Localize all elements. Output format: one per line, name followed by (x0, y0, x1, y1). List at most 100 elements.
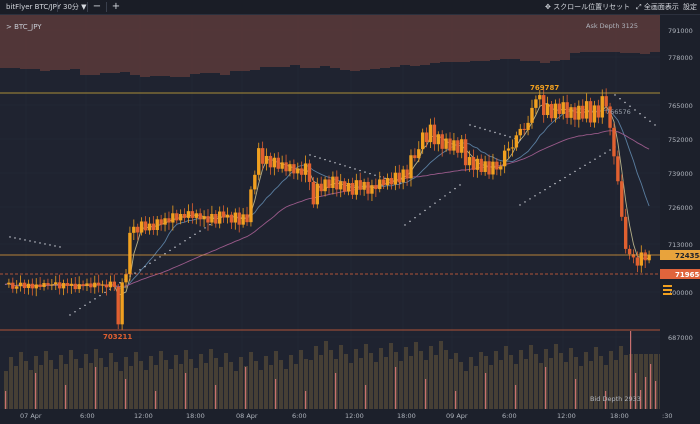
candle-body (89, 283, 93, 288)
sar-dot (569, 173, 571, 176)
ask-depth-bar (320, 15, 330, 66)
scroll-reset-button[interactable]: ✥ スクロール位置リセット (545, 3, 631, 11)
candle-body (514, 135, 519, 148)
time-axis[interactable] (0, 409, 660, 422)
candle-body (7, 282, 11, 285)
candle-body (182, 213, 187, 218)
candle-body (210, 213, 214, 223)
sar-dot (424, 209, 426, 212)
sar-dot (574, 170, 576, 173)
candle-body (370, 185, 374, 194)
pair-label: > BTC_JPY (6, 23, 42, 31)
ask-depth-bar (50, 15, 60, 70)
volume-bar (179, 364, 183, 409)
volume-bar (284, 369, 288, 409)
candle-body (491, 161, 495, 175)
sar-dot (619, 98, 621, 100)
sar-dot (364, 171, 366, 173)
candle-body (96, 282, 101, 286)
candle-body (73, 283, 77, 290)
candle-body (167, 218, 171, 223)
volume-bar (194, 368, 198, 409)
volume-bar (434, 355, 438, 409)
volume-bar (19, 352, 23, 409)
timeframe-select[interactable]: 30分 ▼ (63, 3, 87, 11)
ask-depth-bar (80, 15, 90, 75)
sar-dot (584, 164, 586, 167)
sar-dot (614, 94, 616, 96)
ask-depth-bar (400, 15, 410, 65)
volume-spike (650, 364, 652, 409)
volume-bar (529, 345, 533, 409)
settings-button[interactable]: 設定 (683, 3, 697, 11)
volume-bar (564, 362, 568, 409)
candle-body (85, 283, 89, 286)
zoom-out-button[interactable]: − (92, 1, 102, 12)
candle-body (147, 223, 152, 231)
ask-depth-bar (240, 15, 250, 71)
volume-spike (655, 381, 657, 409)
candle-body (69, 283, 74, 286)
candle-body (627, 248, 632, 255)
sar-dot (149, 262, 151, 265)
zoom-in-button[interactable]: + (111, 1, 121, 12)
candle-body (46, 283, 50, 286)
bid-line-value: 719650 (675, 271, 700, 279)
candle-body (389, 178, 394, 185)
volume-bar (54, 369, 58, 409)
fullscreen-button[interactable]: ⤢ 全画面表示 (636, 3, 679, 11)
candle-body (233, 212, 238, 223)
candle-body (448, 138, 452, 151)
sar-dot (314, 155, 316, 158)
divider (57, 2, 58, 12)
volume-bar (229, 362, 233, 409)
time-tick: 6:00 (502, 412, 517, 420)
candle-body (319, 183, 323, 192)
ask-depth-bar (410, 15, 420, 66)
sar-dot (609, 149, 611, 151)
chart-toolbar: bitFlyer BTC/JPY 30分 ▼ − + ✥ スクロール位置リセット… (0, 0, 700, 15)
candle-body (151, 223, 156, 231)
candle-body (452, 140, 456, 151)
sar-dot (374, 174, 376, 176)
volume-bar (24, 361, 28, 409)
sar-dot (449, 191, 451, 193)
candle-body (385, 178, 390, 186)
volume-bar (209, 349, 213, 409)
sar-dot (599, 155, 601, 157)
candle-body (549, 103, 554, 119)
volume-bar (329, 350, 333, 409)
ask-depth-bar (120, 15, 130, 72)
candle-body (495, 161, 499, 170)
chart-canvas[interactable]: 791000 778000 765000 752000 739000 726000 7130… (0, 15, 700, 422)
ask-depth-bar (370, 15, 380, 69)
candle-body (178, 213, 183, 221)
price-chart[interactable]: 791000 778000 765000 752000 739000 726000 7130… (0, 15, 700, 422)
volume-spike (425, 379, 427, 409)
candle-body (463, 139, 468, 166)
ask-depth-bar (550, 15, 560, 61)
ask-depth-bar (210, 15, 220, 73)
candle-body (428, 124, 433, 143)
volume-bar (414, 342, 418, 409)
ask-depth-bar (570, 15, 580, 53)
candle-body (143, 221, 148, 231)
sar-dot (34, 241, 36, 243)
sar-dot (434, 202, 436, 204)
candle-body (584, 101, 589, 119)
candle-body (502, 150, 507, 167)
candle-body (346, 183, 351, 192)
sar-dot (54, 245, 56, 247)
volume-bar (119, 371, 123, 409)
volume-bar (374, 362, 378, 409)
candle-body (34, 284, 38, 289)
volume-bar (14, 366, 18, 409)
candle-body (604, 96, 608, 107)
volume-bar (499, 360, 503, 409)
ask-depth-bar (100, 15, 110, 73)
volume-bar (369, 353, 373, 409)
volume-bar (379, 348, 383, 409)
candle-body (292, 164, 296, 174)
ask-depth-bar (190, 15, 200, 74)
price-axis[interactable] (660, 15, 700, 422)
